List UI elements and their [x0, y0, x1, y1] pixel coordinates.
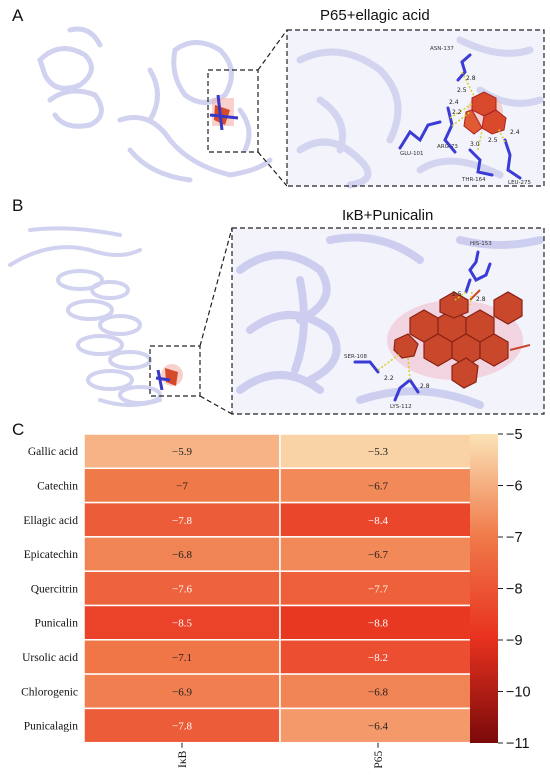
- colorbar-tick-label: −11: [506, 736, 530, 752]
- residue-label-lys112: LYS-112: [390, 404, 412, 410]
- panel-b-zoom: HIS-153 SER-108 LYS-112 2.5 2.8 2.2 2.8: [232, 228, 544, 414]
- residue-label-asn137: ASN-137: [430, 46, 454, 52]
- heatmap-col-label: IκB: [177, 750, 189, 768]
- distance-label: 2.5: [452, 291, 462, 298]
- heatmap-cell-label: −8.5: [172, 618, 192, 630]
- colorbar-tick-label: −7: [506, 530, 523, 546]
- heatmap-cell-label: −6.4: [368, 721, 388, 733]
- distance-label: 2.5: [457, 87, 467, 94]
- heatmap-cell-label: −7.8: [172, 515, 192, 527]
- heatmap-cell-label: −7.7: [368, 583, 388, 595]
- heatmap-row-label: Ursolic acid: [22, 652, 78, 664]
- heatmap-row-label: Quercitrin: [31, 583, 79, 595]
- heatmap-row-label: Chlorogenic: [21, 686, 78, 698]
- distance-label: 2.8: [466, 75, 476, 82]
- colorbar-tick-label: −10: [506, 685, 531, 701]
- panel-b-letter: B: [12, 196, 24, 215]
- heatmap-cell-label: −7.1: [172, 652, 192, 664]
- heatmap-cell-label: −7: [176, 480, 188, 492]
- distance-label: 2.8: [476, 296, 486, 303]
- heatmap-cell-label: −5.9: [172, 446, 192, 458]
- colorbar-tick-label: −5: [506, 427, 523, 443]
- heatmap-cell: [83, 467, 281, 504]
- panel-a-selection-box: [207, 69, 259, 153]
- panel-a-ligand-small: [209, 94, 239, 131]
- heatmap-cell: [279, 604, 477, 641]
- heatmap-cells: −5.9 −5.3 −7 −6.7 −7.8 −8.4 −6.8 −6.7 −7.6 −7.7 −8…: [83, 433, 477, 744]
- distance-label: 3.0: [470, 141, 480, 148]
- colorbar-tick-label: −9: [506, 633, 523, 649]
- panel-b-ligand-small: [155, 364, 183, 391]
- heatmap-row-label: Epicatechin: [24, 549, 79, 561]
- distance-label: 2.4: [449, 99, 459, 106]
- colorbar-ticks: −5 −6 −7 −8 −9 −10 −11: [498, 427, 531, 752]
- distance-label: 2.5: [488, 137, 498, 144]
- docking-illustrations: ASN-137 GLU-101 ARG-73 THR-164 LEU-275 2…: [8, 7, 545, 415]
- heatmap-cell-label: −7.8: [172, 721, 192, 733]
- colorbar: [470, 434, 498, 743]
- heatmap-cell-label: −7.6: [172, 583, 192, 595]
- heatmap-cell-label: −6.9: [172, 686, 192, 698]
- heatmap-cell-label: −8.2: [368, 652, 388, 664]
- heatmap-cell-label: −6.8: [368, 686, 388, 698]
- panel-b-selection-box: [149, 345, 201, 397]
- residue-label-thr164: THR-164: [461, 177, 486, 183]
- distance-label: 2.8: [420, 383, 430, 390]
- panel-a-protein-overview: [37, 26, 273, 183]
- panel-c-letter: C: [12, 420, 25, 439]
- heatmap-row-label: Ellagic acid: [23, 515, 78, 527]
- residue-label-ser108: SER-108: [344, 354, 368, 360]
- panel-b-title: IκB+Punicalin: [342, 207, 433, 224]
- heatmap-cell-label: −6.8: [172, 549, 192, 561]
- heatmap-cell-label: −8.4: [368, 515, 388, 527]
- heatmap-cell: [279, 707, 477, 744]
- heatmap-cell-label: −5.3: [368, 446, 388, 458]
- distance-label: 2.4: [510, 129, 520, 136]
- heatmap-cell: [279, 673, 477, 710]
- heatmap-row-labels: Gallic acid Catechin Ellagic acid Epicatech…: [21, 446, 78, 732]
- residue-label-arg73: ARG-73: [437, 144, 458, 150]
- heatmap-cell: [279, 433, 477, 470]
- heatmap-col-label: P65: [373, 750, 385, 768]
- panel-a-title: P65+ellagic acid: [320, 7, 430, 24]
- heatmap-cell: [83, 707, 281, 744]
- heatmap-row-label: Punicalin: [35, 618, 79, 630]
- heatmap-cell-label: −6.7: [368, 480, 388, 492]
- heatmap-cell: [279, 467, 477, 504]
- panel-a-letter: A: [12, 6, 24, 25]
- heatmap-cell: [83, 604, 281, 641]
- distance-label: 2.2: [452, 109, 462, 116]
- panel-a-zoom: ASN-137 GLU-101 ARG-73 THR-164 LEU-275 2…: [287, 30, 544, 189]
- colorbar-tick-label: −8: [506, 582, 523, 598]
- heatmap-row-label: Gallic acid: [28, 446, 78, 458]
- heatmap-cell-label: −6.7: [368, 549, 388, 561]
- residue-label-glu101: GLU-101: [400, 151, 424, 157]
- colorbar-tick-label: −6: [506, 479, 523, 495]
- heatmap-row-label: Catechin: [37, 480, 78, 492]
- heatmap-col-labels: IκB P65: [177, 742, 385, 769]
- residue-label-his153: HIS-153: [470, 241, 492, 247]
- residue-label-leu275: LEU-275: [508, 180, 532, 186]
- heatmap-cell: [279, 639, 477, 675]
- panel-b-protein-overview: [8, 226, 162, 407]
- distance-label: 2.2: [384, 375, 394, 382]
- heatmap-row-label: Punicalagin: [24, 721, 79, 733]
- heatmap-cell-label: −8.8: [368, 618, 388, 630]
